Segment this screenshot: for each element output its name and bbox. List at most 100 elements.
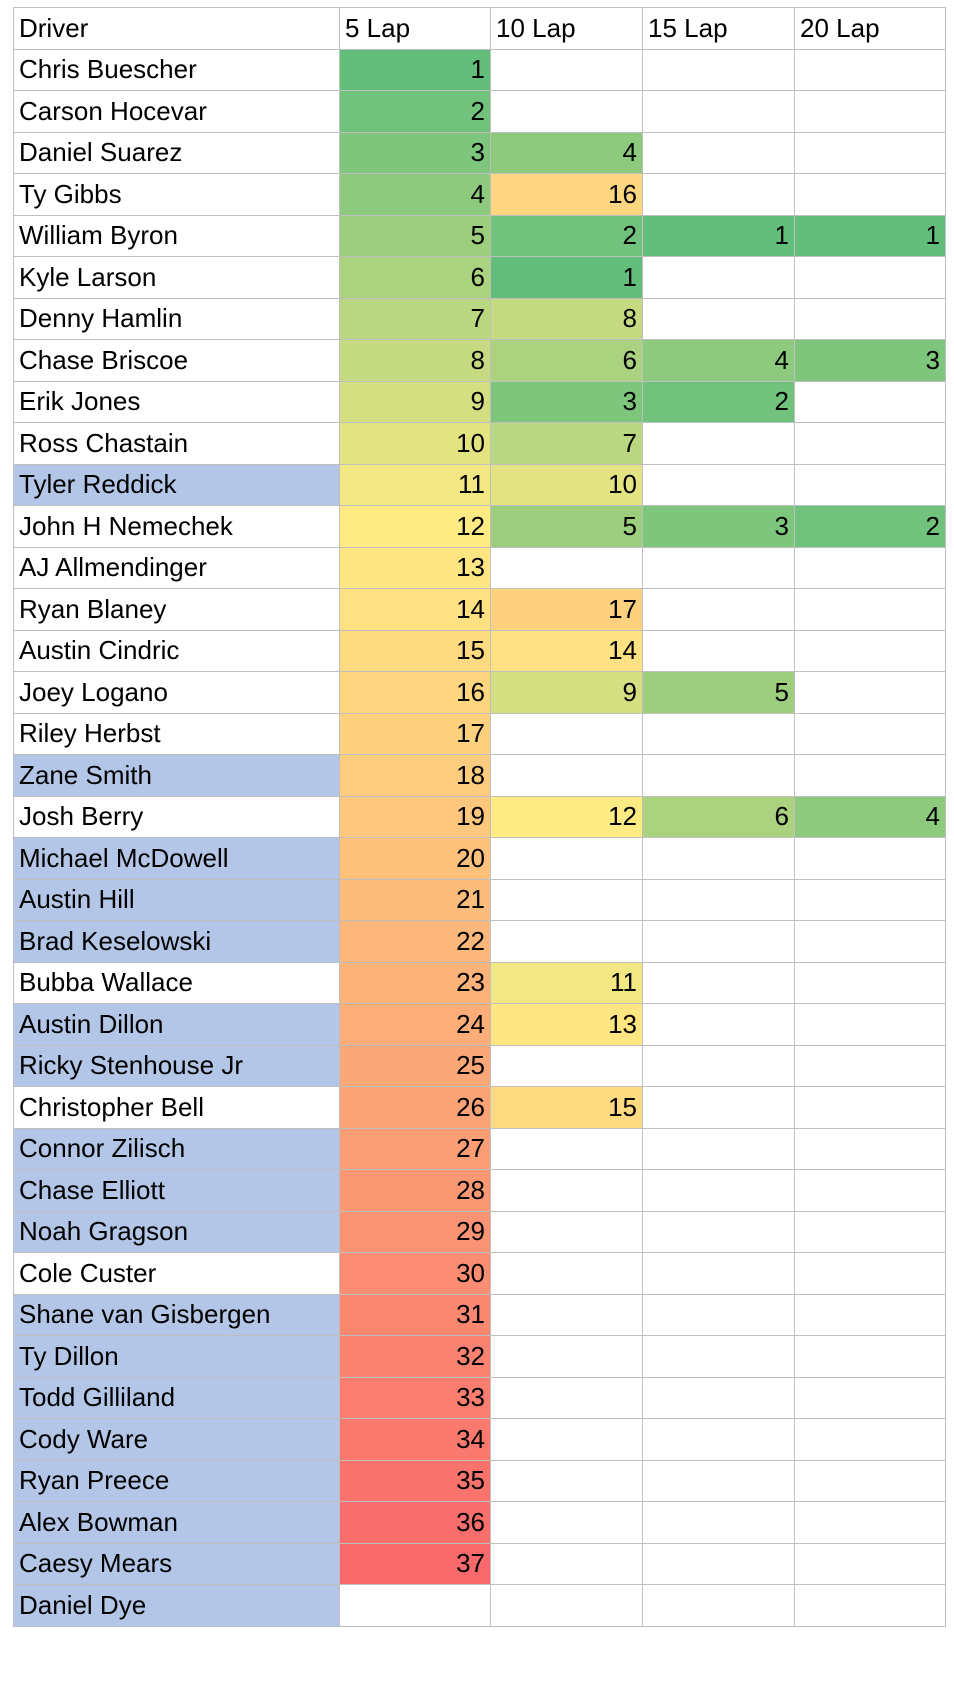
rank-cell: 6 (642, 795, 795, 838)
rank-cell (794, 837, 946, 880)
driver-cell: Erik Jones (13, 380, 340, 423)
driver-cell: Michael McDowell (13, 837, 340, 880)
driver-cell: Riley Herbst (13, 712, 340, 755)
driver-row: Bubba Wallace 23 11 (13, 961, 946, 1004)
rank-cell: 1 (339, 48, 491, 91)
driver-cell: Ryan Blaney (13, 588, 340, 631)
rank-cell: 19 (339, 795, 491, 838)
header-cell: 15 Lap (642, 7, 795, 50)
rank-cell (490, 1127, 643, 1170)
rank-cell: 16 (339, 671, 491, 714)
rank-cell (642, 131, 795, 174)
rank-cell (642, 1169, 795, 1212)
rank-cell (490, 1584, 643, 1627)
rank-cell (794, 546, 946, 589)
rank-cell: 16 (490, 173, 643, 216)
rank-cell (642, 546, 795, 589)
driver-row: Connor Zilisch 27 (13, 1127, 946, 1170)
driver-row: Zane Smith 18 (13, 754, 946, 797)
driver-row: Ty Dillon 32 (13, 1335, 946, 1378)
rank-cell (642, 1210, 795, 1253)
rank-cell: 14 (339, 588, 491, 631)
rank-cell (490, 48, 643, 91)
rank-cell (642, 1542, 795, 1585)
rank-cell (490, 1210, 643, 1253)
rank-cell: 18 (339, 754, 491, 797)
rank-cell (642, 629, 795, 672)
driver-cell: Chase Briscoe (13, 339, 340, 382)
driver-row: Ty Gibbs 4 16 (13, 173, 946, 216)
rank-cell: 21 (339, 878, 491, 921)
rank-cell: 29 (339, 1210, 491, 1253)
driver-row: Chris Buescher 1 (13, 48, 946, 91)
header-cell: 20 Lap (794, 7, 946, 50)
rank-cell (794, 1335, 946, 1378)
header-cell: 10 Lap (490, 7, 643, 50)
rank-cell: 8 (490, 297, 643, 340)
rank-cell (490, 1459, 643, 1502)
driver-row: Erik Jones 9 3 2 (13, 380, 946, 423)
rank-cell: 31 (339, 1293, 491, 1336)
rank-cell (642, 1044, 795, 1087)
rank-cell (794, 920, 946, 963)
rank-cell (794, 1459, 946, 1502)
rank-cell (794, 173, 946, 216)
driver-cell: Ty Dillon (13, 1335, 340, 1378)
rank-cell (642, 1459, 795, 1502)
driver-row: Austin Dillon 24 13 (13, 1003, 946, 1046)
rank-cell (794, 1003, 946, 1046)
driver-cell: Todd Gilliland (13, 1376, 340, 1419)
driver-cell: Josh Berry (13, 795, 340, 838)
driver-row: Ricky Stenhouse Jr 25 (13, 1044, 946, 1087)
driver-cell: John H Nemechek (13, 505, 340, 548)
rank-cell: 34 (339, 1418, 491, 1461)
rank-cell (339, 1584, 491, 1627)
rank-cell: 9 (490, 671, 643, 714)
rank-cell (794, 712, 946, 755)
rank-cell (642, 297, 795, 340)
driver-cell: Austin Cindric (13, 629, 340, 672)
driver-row: Kyle Larson 6 1 (13, 256, 946, 299)
rank-cell (642, 173, 795, 216)
driver-cell: Alex Bowman (13, 1501, 340, 1544)
driver-cell: Tyler Reddick (13, 463, 340, 506)
rank-cell (794, 1418, 946, 1461)
rank-cell: 22 (339, 920, 491, 963)
driver-row: Cody Ware 34 (13, 1418, 946, 1461)
driver-row: Brad Keselowski 22 (13, 920, 946, 963)
rank-cell (490, 712, 643, 755)
driver-cell: Austin Dillon (13, 1003, 340, 1046)
rank-cell (794, 1127, 946, 1170)
rank-cell (642, 1127, 795, 1170)
table-body: Driver 5 Lap 10 Lap 15 Lap 20 Lap Chris Buesc… (13, 7, 946, 1627)
rank-cell (642, 1418, 795, 1461)
rank-cell: 15 (490, 1086, 643, 1129)
rank-cell (794, 1044, 946, 1087)
rank-cell (794, 90, 946, 133)
rank-cell: 3 (490, 380, 643, 423)
rank-cell (642, 48, 795, 91)
rank-cell (642, 1501, 795, 1544)
driver-cell: Kyle Larson (13, 256, 340, 299)
driver-cell: Brad Keselowski (13, 920, 340, 963)
rank-cell (794, 256, 946, 299)
rank-cell (642, 1086, 795, 1129)
driver-row: Denny Hamlin 7 8 (13, 297, 946, 340)
driver-row: Riley Herbst 17 (13, 712, 946, 755)
header-cell: 5 Lap (339, 7, 491, 50)
header-row: Driver 5 Lap 10 Lap 15 Lap 20 Lap (13, 7, 946, 50)
rank-cell (794, 297, 946, 340)
rank-cell: 7 (339, 297, 491, 340)
rank-cell (490, 1044, 643, 1087)
driver-row: Austin Cindric 15 14 (13, 629, 946, 672)
rank-cell (794, 422, 946, 465)
rank-cell (794, 1542, 946, 1585)
rank-cell: 32 (339, 1335, 491, 1378)
rank-cell: 28 (339, 1169, 491, 1212)
rank-cell: 11 (339, 463, 491, 506)
driver-row: Christopher Bell 26 15 (13, 1086, 946, 1129)
rank-cell (490, 1335, 643, 1378)
driver-cell: Daniel Suarez (13, 131, 340, 174)
rank-cell (642, 712, 795, 755)
rank-cell: 11 (490, 961, 643, 1004)
